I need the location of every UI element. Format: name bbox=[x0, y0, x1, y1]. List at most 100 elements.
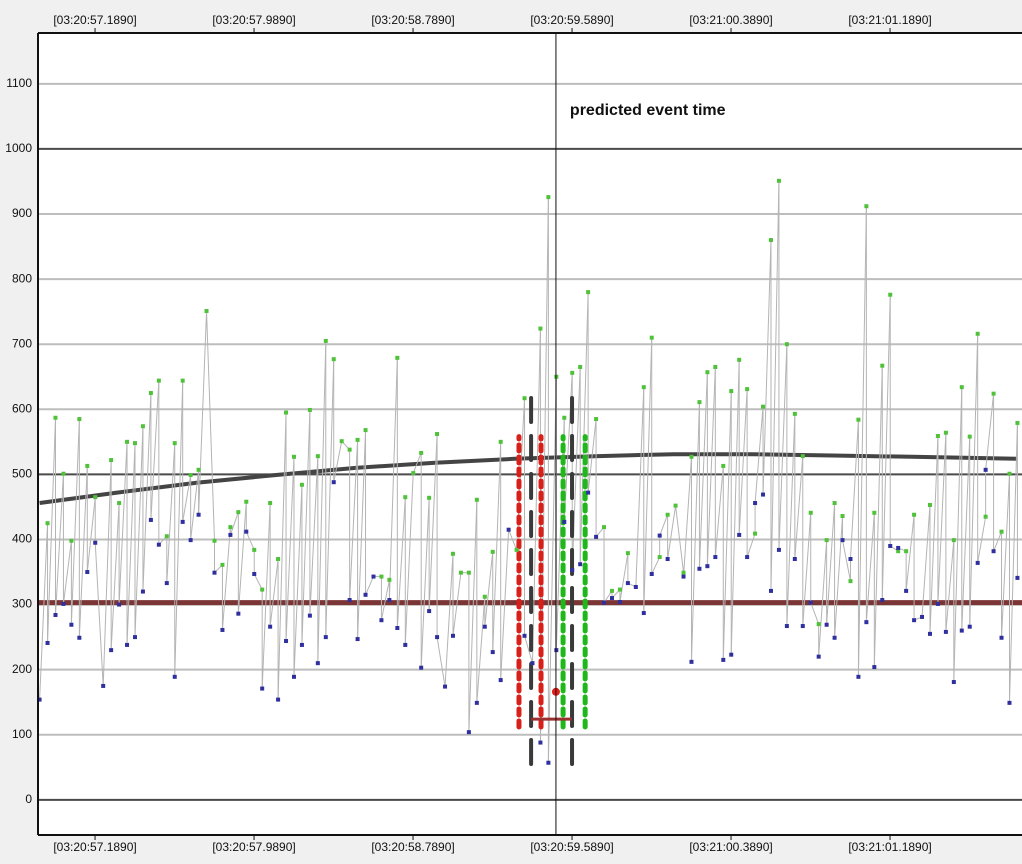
y-tick-label: 600 bbox=[12, 401, 32, 415]
data-point bbox=[474, 700, 479, 705]
data-point bbox=[761, 492, 766, 497]
connector bbox=[1001, 473, 1010, 638]
data-point bbox=[959, 385, 964, 390]
connector bbox=[977, 516, 987, 563]
data-point bbox=[959, 628, 964, 633]
connector bbox=[102, 460, 112, 686]
annotation: predicted event time bbox=[570, 102, 726, 119]
connector bbox=[714, 465, 724, 558]
data-point bbox=[140, 589, 145, 594]
data-point bbox=[85, 570, 90, 575]
data-point bbox=[284, 410, 289, 415]
data-point bbox=[832, 635, 837, 640]
y-tick-label: 1000 bbox=[5, 141, 32, 155]
data-point bbox=[299, 482, 304, 487]
data-point bbox=[379, 618, 384, 623]
data-point bbox=[466, 570, 471, 575]
data-point bbox=[228, 525, 233, 530]
data-point bbox=[681, 570, 686, 575]
connector bbox=[547, 376, 557, 763]
data-point bbox=[856, 417, 861, 422]
data-point bbox=[808, 510, 813, 515]
y-tick-label: 1100 bbox=[6, 76, 32, 90]
data-point bbox=[307, 613, 312, 618]
data-point bbox=[148, 391, 153, 396]
connector bbox=[293, 484, 303, 677]
data-point bbox=[697, 566, 702, 571]
data-point bbox=[991, 391, 996, 396]
connector bbox=[667, 505, 677, 560]
data-point bbox=[260, 686, 265, 691]
data-point bbox=[729, 389, 734, 394]
connector bbox=[166, 443, 176, 584]
connector bbox=[70, 419, 80, 625]
connector bbox=[945, 540, 955, 632]
data-point bbox=[761, 404, 766, 409]
data-point bbox=[403, 495, 408, 500]
x-tick-label-bottom: [03:20:59.5890] bbox=[530, 840, 613, 854]
connector bbox=[1008, 422, 1018, 703]
data-point bbox=[999, 635, 1004, 640]
connector bbox=[865, 512, 875, 623]
data-point bbox=[594, 417, 599, 422]
data-point bbox=[657, 533, 662, 538]
data-point bbox=[641, 385, 646, 390]
data-point bbox=[840, 538, 845, 543]
data-point bbox=[61, 471, 66, 476]
connector bbox=[285, 456, 295, 642]
data-point bbox=[268, 624, 273, 629]
data-point bbox=[1007, 700, 1012, 705]
data-point bbox=[546, 760, 551, 765]
data-point bbox=[896, 549, 901, 554]
connector bbox=[937, 432, 947, 604]
data-point bbox=[975, 560, 980, 565]
connector bbox=[468, 499, 478, 733]
connector bbox=[492, 441, 502, 653]
data-point bbox=[816, 622, 821, 627]
data-point bbox=[745, 555, 750, 560]
data-point bbox=[172, 674, 177, 679]
connector bbox=[86, 497, 96, 573]
data-point bbox=[824, 622, 829, 627]
data-point bbox=[594, 534, 599, 539]
data-point bbox=[792, 411, 797, 416]
data-point bbox=[299, 642, 304, 647]
data-point bbox=[307, 407, 312, 412]
data-point bbox=[196, 512, 201, 517]
data-point bbox=[1007, 471, 1012, 476]
connector bbox=[420, 497, 430, 668]
data-point bbox=[458, 570, 463, 575]
connector bbox=[794, 456, 804, 560]
connector bbox=[412, 452, 422, 474]
data-point bbox=[228, 532, 233, 537]
data-point bbox=[435, 432, 440, 437]
data-point bbox=[220, 562, 225, 567]
connector bbox=[317, 340, 327, 664]
data-point bbox=[355, 637, 360, 642]
data-point bbox=[93, 540, 98, 545]
data-point bbox=[983, 514, 988, 519]
data-point bbox=[792, 557, 797, 562]
connector bbox=[659, 514, 669, 536]
data-point bbox=[395, 355, 400, 360]
y-tick-label: 0 bbox=[25, 792, 32, 806]
connector bbox=[826, 502, 836, 625]
data-point bbox=[93, 495, 98, 500]
data-point bbox=[681, 574, 686, 579]
data-point bbox=[101, 683, 106, 688]
data-point bbox=[649, 335, 654, 340]
data-point bbox=[872, 665, 877, 670]
connector bbox=[857, 206, 867, 677]
data-point bbox=[609, 596, 614, 601]
data-point bbox=[578, 364, 583, 369]
data-point bbox=[61, 601, 66, 606]
connector bbox=[404, 473, 414, 645]
data-point bbox=[276, 557, 281, 562]
data-point bbox=[697, 400, 702, 405]
data-point bbox=[148, 517, 153, 522]
y-tick-label: 400 bbox=[12, 532, 32, 546]
data-point bbox=[427, 609, 432, 614]
connector bbox=[698, 372, 708, 569]
connector bbox=[277, 412, 287, 700]
data-point bbox=[260, 587, 265, 592]
